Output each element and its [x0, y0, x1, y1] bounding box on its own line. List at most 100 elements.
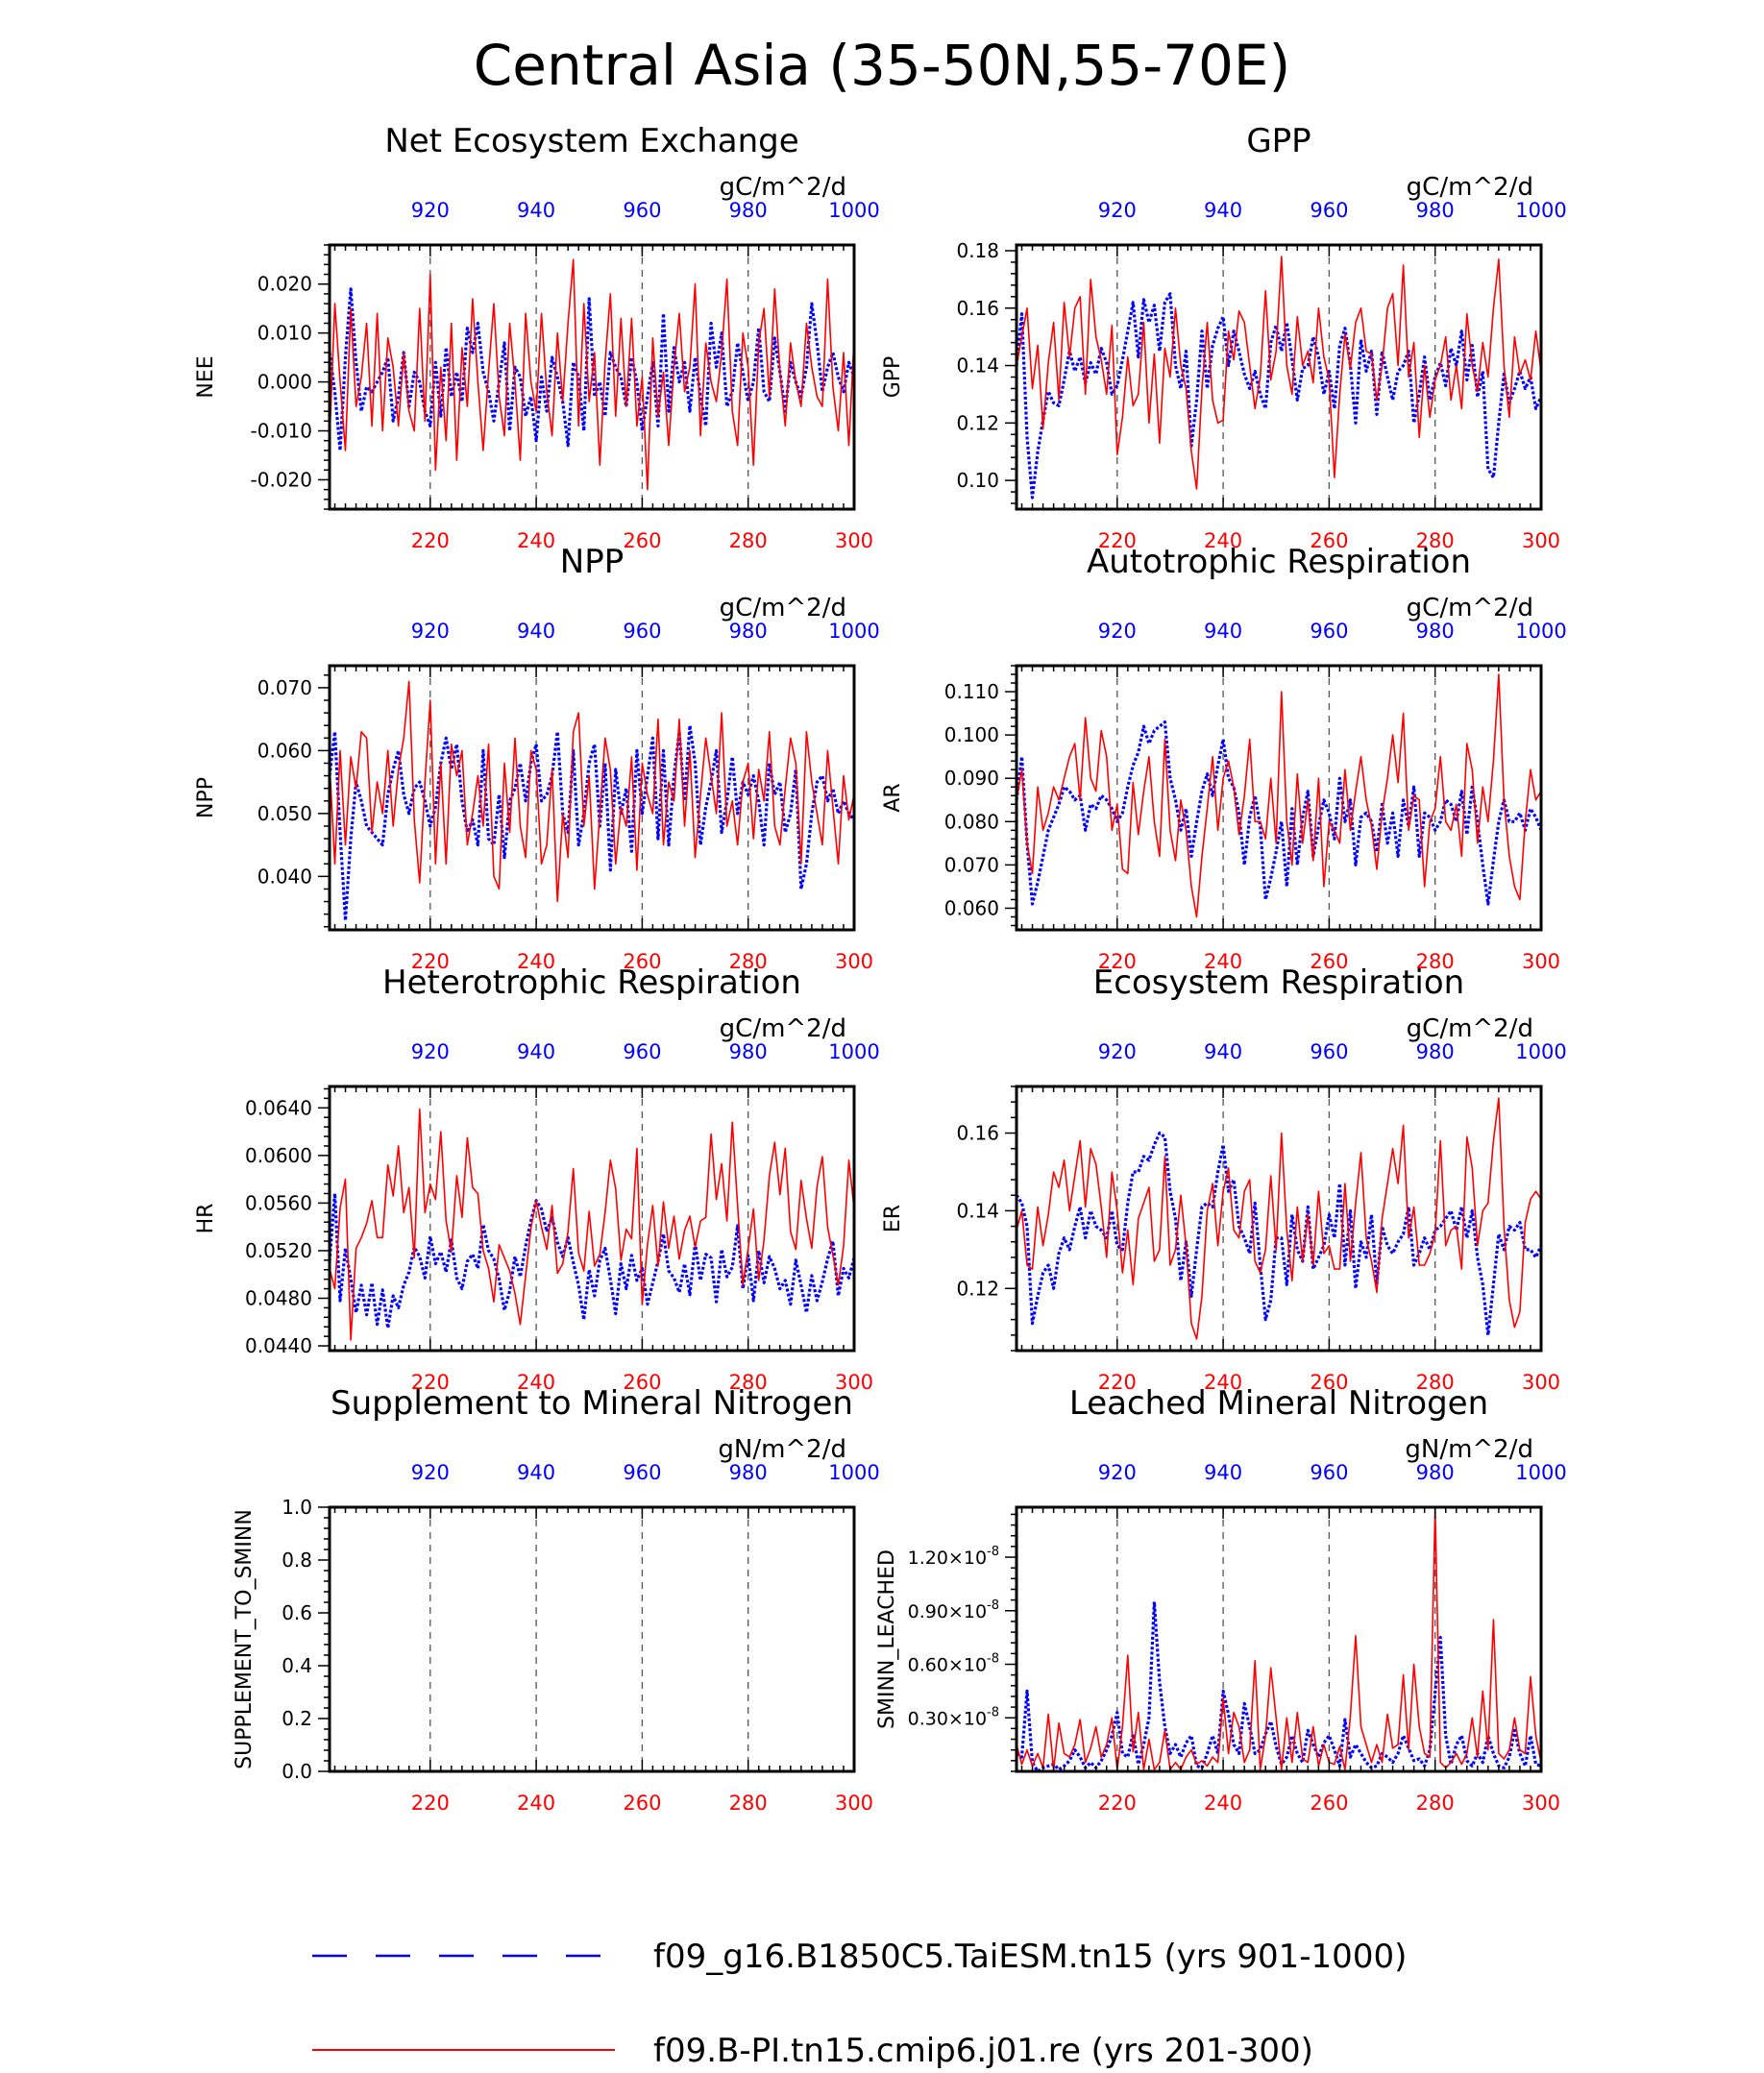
y-tick-exponent: -8	[987, 1545, 999, 1559]
panel-title: Autotrophic Respiration	[1087, 543, 1471, 581]
x-top-tick-label: 980	[1416, 1461, 1455, 1484]
y-tick-label: 0.090	[944, 767, 999, 790]
plot-frame	[328, 1505, 856, 1773]
y-tick-label: 0.0640	[245, 1096, 312, 1119]
panel-title: Heterotrophic Respiration	[382, 963, 801, 1002]
x-tick-label: 240	[517, 950, 555, 973]
x-top-tick-label: 960	[1310, 1040, 1348, 1063]
panel-7: Supplement to Mineral Nitrogen gN/m^2/d 22…	[233, 1384, 880, 1815]
x-tick-label: 300	[1522, 529, 1560, 552]
y-axis-label: GPP	[881, 356, 905, 399]
y-tick-mantissa: 0.30×10	[908, 1708, 987, 1729]
x-top-tick-label: 920	[411, 1461, 450, 1484]
x-top-tick-label: 940	[517, 1040, 555, 1063]
x-tick-label: 220	[411, 1792, 450, 1815]
y-tick-label: 0.070	[944, 853, 999, 876]
x-tick-label: 240	[1204, 1371, 1242, 1394]
plot-frame	[328, 1085, 856, 1353]
panel-title: Leached Mineral Nitrogen	[1069, 1384, 1488, 1423]
y-tick-exponent: -8	[987, 1598, 999, 1613]
panels: Net Ecosystem Exchange gC/m^2/d 220 240 260 2…	[194, 122, 1567, 1815]
x-top-tick-label: 940	[517, 1461, 555, 1484]
x-top-tick-label: 920	[1098, 199, 1137, 222]
x-tick-label: 260	[623, 1371, 661, 1394]
series-line-red	[1016, 256, 1542, 490]
panel-3: NPP gC/m^2/d 220 240 260 280 300 920 940 960 980 10…	[194, 543, 880, 973]
y-tick-label: 0.070	[257, 676, 312, 699]
y-tick-label: 0.16	[956, 297, 999, 320]
y-tick-label: 0.8	[282, 1549, 312, 1572]
units-label: gC/m^2/d	[1407, 1014, 1533, 1043]
x-tick-label: 260	[1310, 950, 1348, 973]
y-tick-exponent: -8	[987, 1705, 999, 1719]
x-tick-label: 260	[1310, 1371, 1348, 1394]
x-tick-label: 220	[411, 529, 450, 552]
y-tick-label: 0.60×10-8	[908, 1652, 999, 1676]
y-axis-label: HR	[194, 1204, 218, 1234]
x-top-tick-label: 960	[1310, 620, 1348, 643]
legend-label-series-b: f09.B-PI.tn15.cmip6.j01.re (yrs 201-300)	[653, 2032, 1313, 2069]
x-tick-label: 280	[1416, 950, 1455, 973]
x-top-tick-label: 920	[411, 620, 450, 643]
x-top-tick-label: 940	[1204, 1040, 1242, 1063]
y-tick-label: 0.0	[282, 1760, 312, 1783]
y-tick-label: 0.010	[257, 322, 312, 345]
x-top-tick-label: 920	[411, 1040, 450, 1063]
x-top-tick-label: 940	[1204, 199, 1242, 222]
y-tick-label: 0.0520	[245, 1239, 312, 1262]
plot-frame	[1015, 1505, 1543, 1773]
x-tick-label: 260	[1310, 1792, 1348, 1815]
x-top-tick-label: 960	[623, 1461, 661, 1484]
x-tick-label: 280	[729, 1792, 768, 1815]
x-top-tick-label: 980	[1416, 620, 1455, 643]
y-tick-label: 0.16	[956, 1122, 999, 1145]
y-tick-label: -0.010	[251, 420, 312, 443]
x-top-tick-label: 980	[729, 1461, 768, 1484]
panel-5: Heterotrophic Respiration gC/m^2/d 220 240 2…	[194, 963, 880, 1394]
y-tick-label: 0.14	[956, 354, 999, 378]
y-tick-label: 0.080	[944, 810, 999, 833]
x-top-tick-label: 980	[1416, 199, 1455, 222]
series-line-blue	[1015, 292, 1543, 500]
panel-title: Supplement to Mineral Nitrogen	[331, 1384, 853, 1423]
y-tick-label: 0.110	[944, 680, 999, 703]
x-tick-label: 220	[411, 1371, 450, 1394]
x-tick-label: 220	[1098, 950, 1137, 973]
x-top-tick-label: 920	[411, 199, 450, 222]
x-tick-label: 300	[1522, 950, 1560, 973]
x-top-tick-label: 980	[729, 199, 768, 222]
y-tick-mantissa: 0.90×10	[908, 1601, 987, 1622]
y-axis-label: SMINN_LEACHED	[875, 1549, 899, 1729]
units-label: gC/m^2/d	[720, 594, 846, 622]
y-tick-label: 1.20×10-8	[908, 1545, 999, 1569]
y-tick-label: 0.0560	[245, 1191, 312, 1214]
x-top-tick-label: 960	[623, 1040, 661, 1063]
x-tick-label: 260	[623, 950, 661, 973]
y-tick-label: 0.0480	[245, 1286, 312, 1309]
y-axis-label: SUPPLEMENT_TO_SMINN	[233, 1509, 257, 1769]
series-line-red	[1016, 1097, 1542, 1340]
x-tick-label: 240	[1204, 1792, 1242, 1815]
y-tick-exponent: -8	[987, 1652, 999, 1667]
plot-frame	[1015, 664, 1543, 932]
plot-frame	[328, 243, 856, 511]
panel-title: Net Ecosystem Exchange	[384, 122, 798, 160]
series-line-red	[329, 258, 855, 491]
units-label: gC/m^2/d	[720, 173, 846, 202]
x-top-tick-label: 940	[517, 620, 555, 643]
x-tick-label: 280	[1416, 1371, 1455, 1394]
y-axis-label: NEE	[194, 355, 218, 398]
x-top-tick-label: 920	[1098, 1461, 1137, 1484]
y-axis-label: AR	[881, 783, 905, 812]
y-tick-mantissa: 1.20×10	[908, 1548, 987, 1569]
x-tick-label: 240	[517, 1371, 555, 1394]
series-line-red	[329, 1108, 855, 1341]
plot-frame	[1015, 1085, 1543, 1353]
x-tick-label: 220	[1098, 529, 1137, 552]
series-line-red	[1016, 673, 1542, 918]
y-tick-label: 0.040	[257, 865, 312, 888]
panel-title: NPP	[560, 543, 624, 581]
units-label: gC/m^2/d	[1407, 173, 1533, 202]
